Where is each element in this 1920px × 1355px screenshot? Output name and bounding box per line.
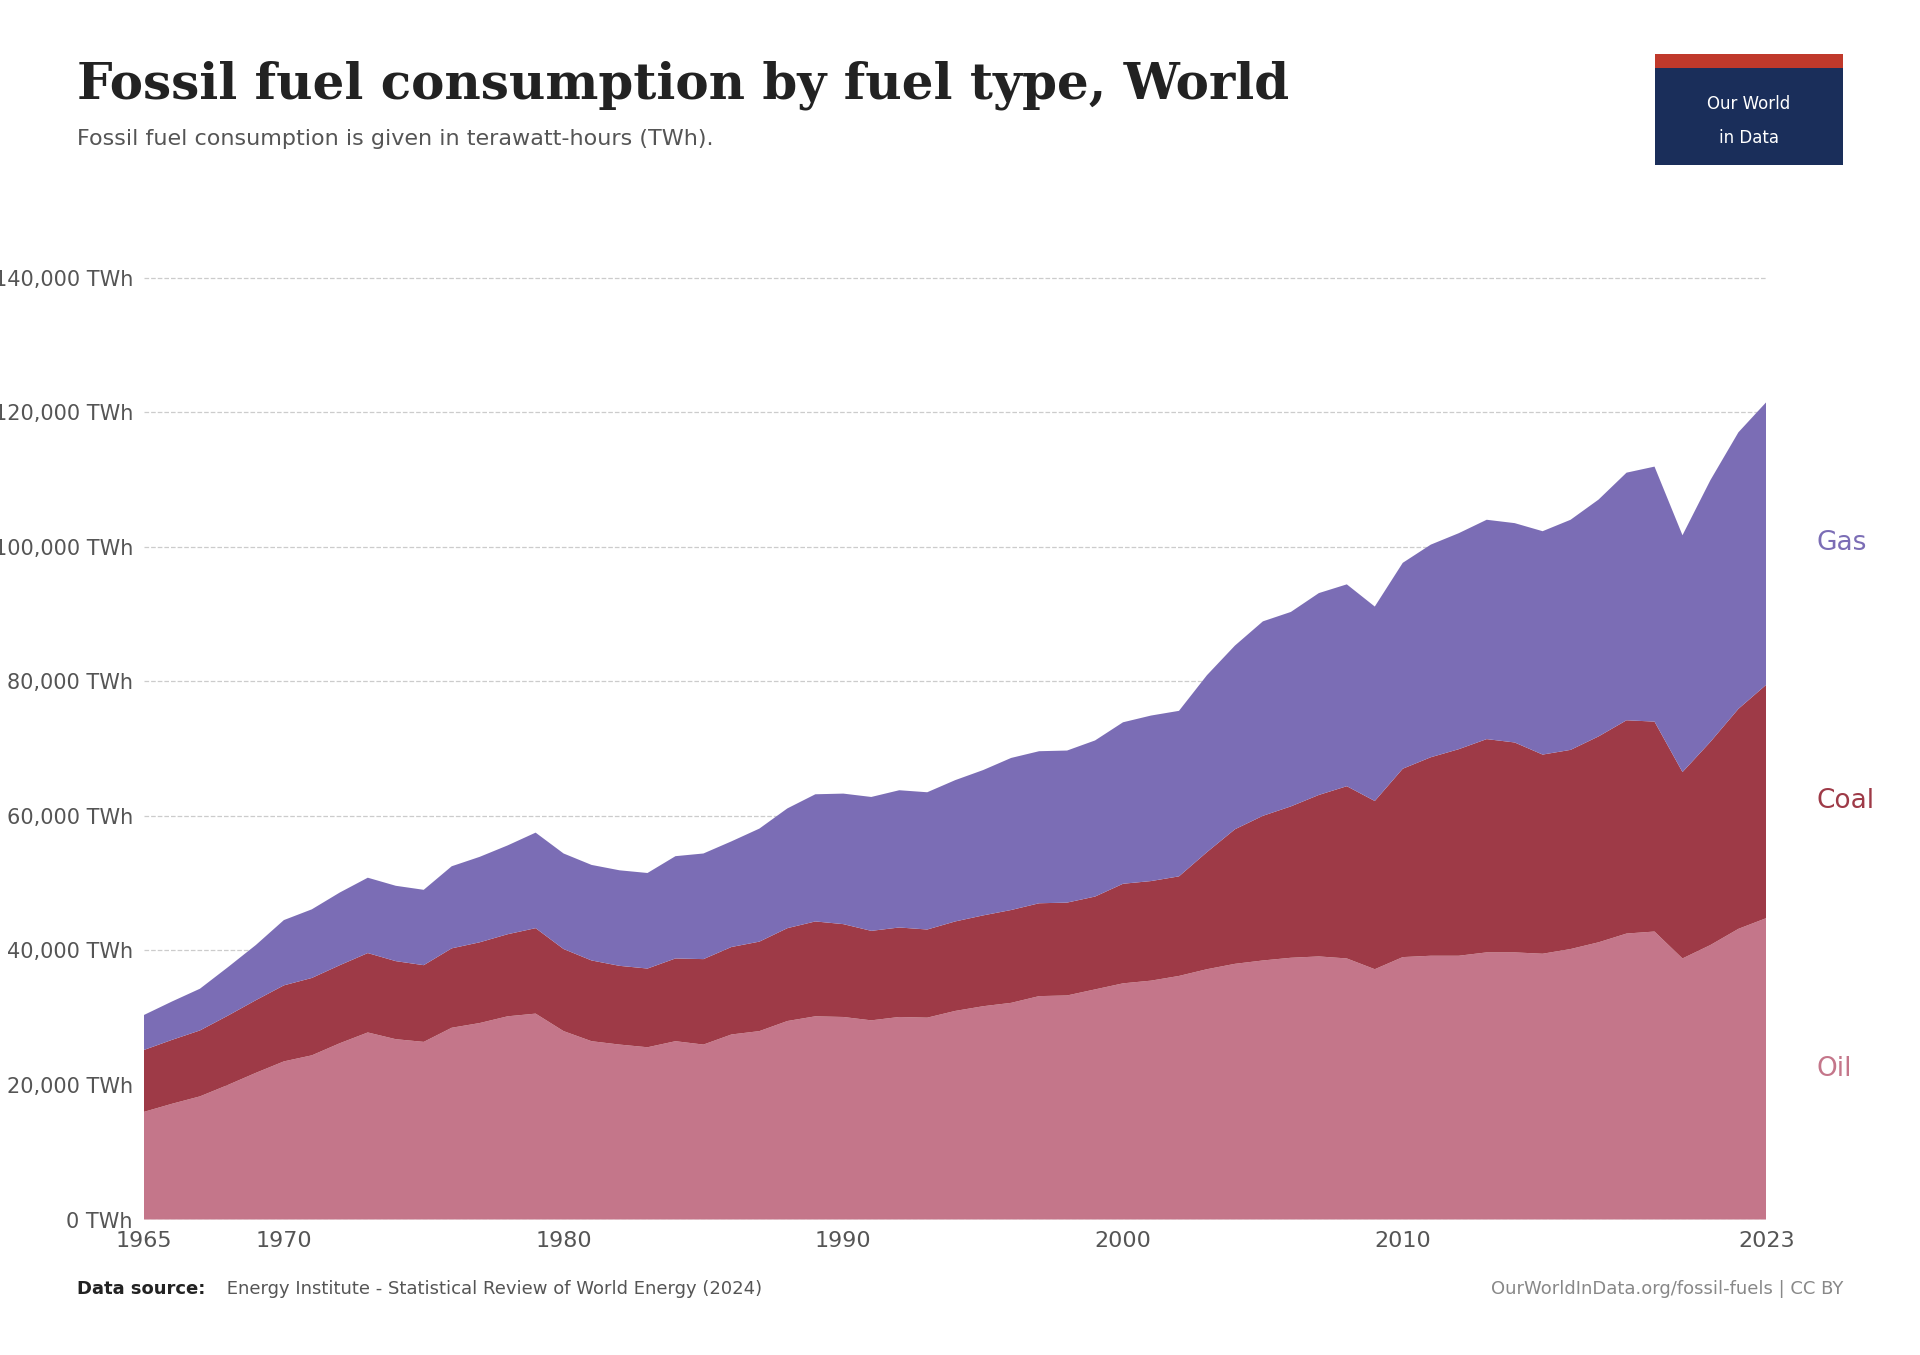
Text: Oil: Oil (1816, 1056, 1853, 1081)
Text: Fossil fuel consumption is given in terawatt-hours (TWh).: Fossil fuel consumption is given in tera… (77, 129, 714, 149)
Text: in Data: in Data (1718, 129, 1780, 146)
Text: Our World: Our World (1707, 95, 1791, 112)
Text: Data source:: Data source: (77, 1280, 205, 1298)
Text: Fossil fuel consumption by fuel type, World: Fossil fuel consumption by fuel type, Wo… (77, 61, 1288, 111)
Text: Energy Institute - Statistical Review of World Energy (2024): Energy Institute - Statistical Review of… (221, 1280, 762, 1298)
Text: Coal: Coal (1816, 789, 1874, 814)
Text: OurWorldInData.org/fossil-fuels | CC BY: OurWorldInData.org/fossil-fuels | CC BY (1490, 1280, 1843, 1298)
Text: Gas: Gas (1816, 530, 1866, 557)
